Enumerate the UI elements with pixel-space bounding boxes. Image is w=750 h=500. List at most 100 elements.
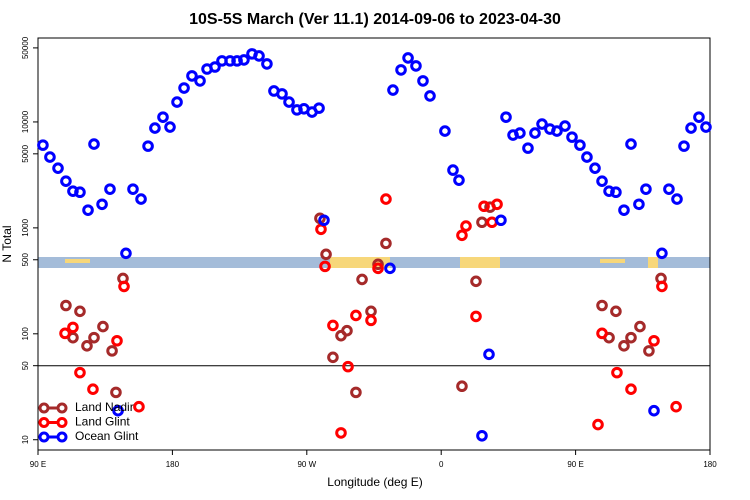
data-point xyxy=(589,162,601,174)
data-point xyxy=(500,111,512,123)
data-point xyxy=(495,214,507,227)
data-point xyxy=(380,193,392,205)
data-point xyxy=(120,247,132,260)
data-point xyxy=(171,96,183,108)
legend-label: Land Glint xyxy=(75,415,130,429)
data-point xyxy=(460,220,472,232)
data-point xyxy=(596,327,608,340)
data-point xyxy=(106,345,118,357)
data-point xyxy=(470,310,482,323)
data-point xyxy=(104,183,116,195)
y-tick-label: 1000 xyxy=(21,218,30,236)
y-tick-label: 10000 xyxy=(21,110,30,133)
data-point xyxy=(74,305,86,318)
data-point xyxy=(261,58,273,70)
data-point xyxy=(135,193,147,205)
data-point xyxy=(356,273,368,286)
data-point xyxy=(522,142,534,154)
data-point xyxy=(178,82,190,94)
data-point xyxy=(87,383,99,395)
data-point xyxy=(209,61,221,73)
data-point xyxy=(610,305,622,318)
y-tick-label: 50000 xyxy=(21,36,30,59)
x-tick-label: 90 E xyxy=(30,460,46,469)
data-point xyxy=(142,140,154,152)
data-point xyxy=(581,151,593,163)
data-point xyxy=(618,204,630,216)
data-point xyxy=(693,111,705,123)
data-point xyxy=(149,122,161,134)
data-point xyxy=(319,260,331,273)
y-axis-label: N Total xyxy=(0,225,14,262)
y-tick-label: 500 xyxy=(21,253,30,267)
data-point xyxy=(111,334,123,347)
data-point xyxy=(656,247,668,260)
data-point xyxy=(470,275,482,288)
data-point xyxy=(313,102,325,114)
data-point xyxy=(478,200,490,213)
plot-frame xyxy=(37,37,711,451)
data-point xyxy=(574,139,586,151)
data-point xyxy=(625,331,637,344)
data-point xyxy=(424,90,436,102)
data-point xyxy=(365,305,377,318)
data-point xyxy=(618,340,630,352)
y-tick-label: 100 xyxy=(21,327,30,341)
x-axis-label: Longitude (deg E) xyxy=(327,475,422,489)
data-point xyxy=(670,400,682,413)
data-point xyxy=(559,120,571,132)
data-point xyxy=(596,175,608,187)
data-point xyxy=(625,138,637,150)
data-point xyxy=(276,88,288,100)
x-tick-label: 0 xyxy=(439,460,444,469)
data-point xyxy=(514,127,526,139)
x-tick-label: 90 W xyxy=(297,460,316,469)
data-point xyxy=(341,324,353,337)
data-point xyxy=(486,216,498,229)
data-point xyxy=(110,386,122,399)
data-point xyxy=(380,237,392,250)
legend-marker xyxy=(56,431,68,443)
data-point xyxy=(74,366,86,379)
data-point xyxy=(633,198,645,211)
data-point xyxy=(194,75,206,87)
data-point xyxy=(611,366,623,379)
data-point xyxy=(74,186,86,199)
data-point xyxy=(253,50,265,62)
data-point xyxy=(685,122,697,134)
data-point xyxy=(37,139,49,151)
data-point xyxy=(127,183,139,195)
data-point xyxy=(67,321,79,334)
data-point xyxy=(387,84,399,96)
data-point xyxy=(342,360,354,373)
data-point xyxy=(610,186,622,199)
data-point xyxy=(315,223,327,236)
data-point xyxy=(112,404,124,417)
data-point xyxy=(283,96,295,108)
data-point xyxy=(625,383,637,395)
y-tick-label: 5000 xyxy=(21,144,30,162)
data-point xyxy=(372,262,384,275)
data-point xyxy=(88,331,100,344)
data-point xyxy=(483,348,495,361)
data-point xyxy=(335,427,347,439)
x-tick-label: 90 E xyxy=(567,460,583,469)
data-point xyxy=(231,55,243,67)
data-point xyxy=(118,280,130,293)
data-point xyxy=(82,204,94,216)
data-point xyxy=(44,151,56,163)
data-point xyxy=(634,320,646,333)
data-point xyxy=(60,175,72,187)
legend-marker xyxy=(38,417,50,428)
data-point xyxy=(157,111,169,123)
data-point xyxy=(224,55,236,67)
data-point xyxy=(97,320,109,333)
data-point xyxy=(648,404,660,417)
data-point xyxy=(476,429,488,442)
data-point xyxy=(350,386,362,399)
data-point xyxy=(536,118,548,130)
data-point xyxy=(640,183,652,195)
data-point xyxy=(410,60,422,72)
legend-marker xyxy=(56,402,68,414)
